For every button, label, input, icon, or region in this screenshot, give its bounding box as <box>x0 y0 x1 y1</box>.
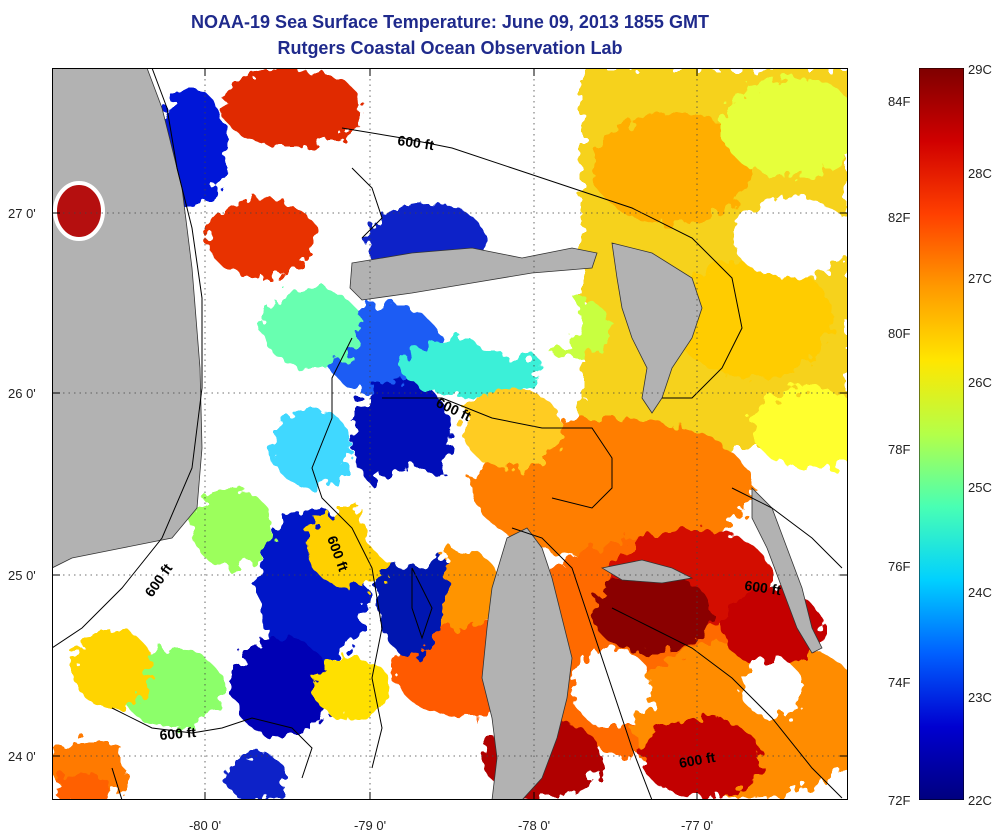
bathymetry-contours <box>52 68 843 800</box>
contour-label: 600 ft <box>678 749 717 771</box>
lon-label-78: -78 0' <box>517 818 551 833</box>
colorbar-label-23c: 23C <box>968 690 992 705</box>
colorbar-label-72f: 72F <box>888 793 911 808</box>
colorbar-label-22c: 22C <box>968 793 992 808</box>
lat-label-24: 24 0' <box>8 749 36 764</box>
colorbar-label-27c: 27C <box>968 271 992 286</box>
map-frame <box>52 68 848 800</box>
map-title: NOAA-19 Sea Surface Temperature: June 09… <box>191 12 709 32</box>
lake-okeechobee <box>53 181 105 241</box>
colorbar-label-25c: 25C <box>968 480 992 495</box>
lat-label-25: 25 0' <box>8 568 36 583</box>
contour-label: 600 ft <box>159 724 197 743</box>
colorbar-label-28c: 28C <box>968 166 992 181</box>
sst-map[interactable]: 600 ft 600 ft 600 ft 600 ft 600 ft 600 f… <box>52 68 848 800</box>
colorbar-label-24c: 24C <box>968 585 992 600</box>
lat-label-26: 26 0' <box>8 386 36 401</box>
lon-label-77: -77 0' <box>680 818 714 833</box>
colorbar-label-84f: 84F <box>888 94 911 109</box>
colorbar-label-29c: 29C <box>968 62 992 77</box>
cloud-mask <box>82 83 848 798</box>
lat-label-27: 27 0' <box>8 206 36 221</box>
colorbar-label-82f: 82F <box>888 210 911 225</box>
sst-patches <box>52 68 848 800</box>
axis-ticks <box>52 68 848 800</box>
lon-label-80: -80 0' <box>188 818 222 833</box>
colorbar-label-74f: 74F <box>888 675 911 690</box>
temperature-colorbar <box>918 67 965 801</box>
map-subtitle: Rutgers Coastal Ocean Observation Lab <box>277 38 623 58</box>
colorbar-label-78f: 78F <box>888 442 911 457</box>
colorbar-label-26c: 26C <box>968 375 992 390</box>
lon-label-79: -79 0' <box>353 818 387 833</box>
contour-label: 600 ft <box>744 577 783 598</box>
contour-label: 600 ft <box>397 132 436 153</box>
colorbar-label-80f: 80F <box>888 326 911 341</box>
colorbar-label-76f: 76F <box>888 559 911 574</box>
grid-lines <box>52 68 848 800</box>
